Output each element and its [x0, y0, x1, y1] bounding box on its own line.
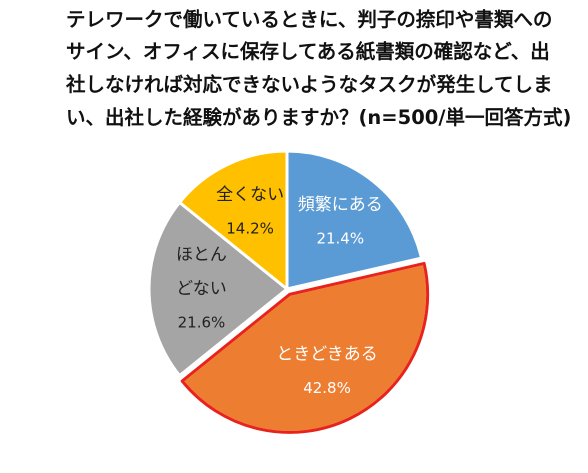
slice-2-percent: 42.8% — [303, 379, 351, 397]
title-line-1: テレワークで働いているときに、判子の捺印や書類への — [66, 8, 553, 31]
title-line-3: 社しなければ対応できないようなタスクが発生してしま — [66, 73, 553, 96]
pie-slice-1 — [285, 149, 423, 291]
slice-4-percent: 14.2% — [226, 219, 274, 237]
slice-2-label: ときどきある — [276, 344, 378, 364]
pie-slice-3 — [147, 200, 289, 378]
slice-1-percent: 21.4% — [316, 230, 364, 248]
pie-slice-4 — [178, 149, 289, 291]
highlight-outline-2 — [180, 261, 430, 434]
title-line-4: い、出社した経験がありますか？(n=500/単一回答方式) — [66, 106, 572, 129]
pie-slices — [147, 149, 430, 434]
slice-4-label: 全くない — [216, 185, 284, 205]
slice-1-label: 頻繁にある — [298, 195, 383, 215]
slice-3-label: どない — [176, 279, 227, 299]
slice-3-label: ほとん — [176, 245, 227, 265]
slice-3-percent: 21.6% — [178, 314, 226, 332]
title-line-2: サイン、オフィスに保存してある紙書類の確認など、出 — [66, 40, 550, 63]
